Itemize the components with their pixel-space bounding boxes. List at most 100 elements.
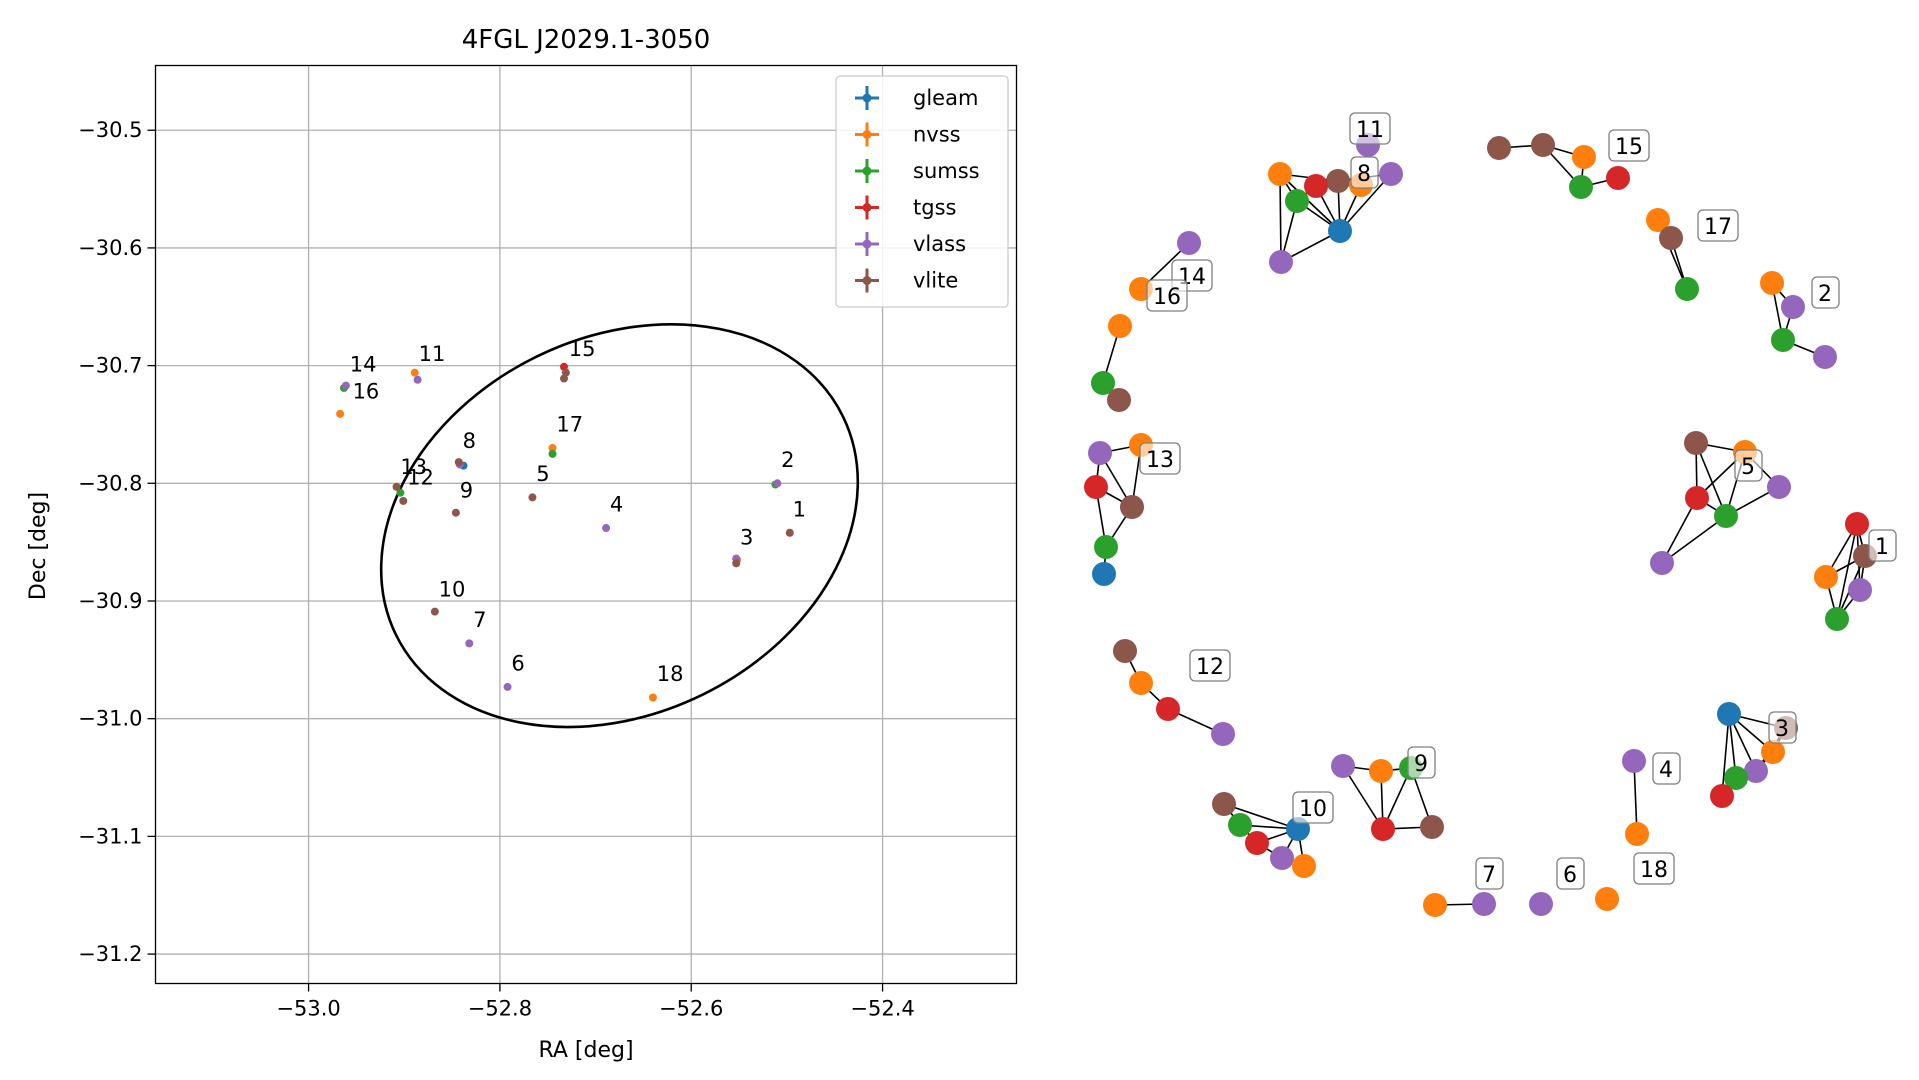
legend: gleam nvss sumss tgss vlass vlite xyxy=(835,75,1009,308)
network-node-vlite xyxy=(1113,639,1137,663)
network-label-box xyxy=(1697,209,1739,242)
network-node-nvss xyxy=(1814,565,1838,589)
network-node-vlass xyxy=(1529,892,1553,916)
point-label: 4 xyxy=(610,493,623,517)
y-tick-label: −30.9 xyxy=(78,589,142,613)
network-node-vlite xyxy=(1326,169,1350,193)
network-node-vlass xyxy=(1270,846,1294,870)
point-vlite xyxy=(732,559,741,568)
network-edge xyxy=(1695,442,1727,517)
point-label: 6 xyxy=(511,651,524,675)
network-node-vlite xyxy=(1487,136,1511,160)
point-label: 7 xyxy=(473,608,486,632)
network-label-box xyxy=(1292,791,1334,824)
network-node-vlass xyxy=(1269,250,1293,274)
x-axis-label: RA [deg] xyxy=(538,1038,633,1063)
network-node-tgss xyxy=(1156,697,1180,721)
network-node-nvss xyxy=(1423,893,1447,917)
network-node-vlass xyxy=(1813,345,1837,369)
y-tick-label: −31.1 xyxy=(78,824,142,848)
network-node-sumss xyxy=(1771,328,1795,352)
point-label: 5 xyxy=(536,462,549,486)
network-label: 10 xyxy=(1299,797,1327,822)
network-edge xyxy=(1661,515,1727,564)
network-node-tgss xyxy=(1245,831,1269,855)
point-label: 10 xyxy=(439,577,466,601)
legend-label-tgss: tgss xyxy=(913,196,956,220)
network-node-vlite xyxy=(1120,495,1144,519)
network-node-vlass xyxy=(1088,441,1112,465)
network-edge xyxy=(1836,523,1858,620)
point-label: 3 xyxy=(740,526,753,550)
network-node-sumss xyxy=(1228,813,1252,837)
point-label: 14 xyxy=(350,353,377,377)
point-label: 11 xyxy=(419,342,446,366)
network-node-vlite xyxy=(1684,431,1708,455)
network-node-tgss xyxy=(1304,174,1328,198)
point-label: 9 xyxy=(460,478,473,502)
point-label: 15 xyxy=(569,337,596,361)
network-node-nvss xyxy=(1268,162,1292,186)
point-vlite xyxy=(451,508,460,517)
network-node-tgss xyxy=(1606,166,1630,190)
network-label: 13 xyxy=(1146,448,1174,473)
network-node-vlass xyxy=(1744,759,1768,783)
network-label: 6 xyxy=(1563,863,1577,888)
data-points xyxy=(336,362,794,702)
legend-marker-vlass xyxy=(862,239,872,249)
y-tick-label: −31.0 xyxy=(78,707,142,731)
network-label-box xyxy=(1633,852,1675,885)
legend-label-vlass: vlass xyxy=(913,232,966,256)
x-tick-label: −52.8 xyxy=(468,997,532,1021)
legend-marker-tgss xyxy=(862,203,872,212)
point-label: 16 xyxy=(353,380,380,404)
network-node-nvss xyxy=(1129,671,1153,695)
network-label: 1 xyxy=(1875,535,1889,560)
network-node-vlass xyxy=(1781,295,1805,319)
point-vlite xyxy=(392,482,401,491)
network-label-box xyxy=(1475,857,1504,890)
network-label: 12 xyxy=(1196,655,1224,680)
legend-marker-gleam xyxy=(862,93,872,103)
y-tick-label: −30.7 xyxy=(78,354,142,378)
point-nvss xyxy=(410,368,419,377)
network-label-box xyxy=(1350,156,1379,189)
point-vlite xyxy=(559,374,568,383)
network-node-vlass xyxy=(1331,754,1355,778)
legend-marker-sumss xyxy=(862,166,872,176)
point-label: 1 xyxy=(793,497,806,521)
point-label: 17 xyxy=(556,413,583,437)
point-label: 18 xyxy=(657,662,684,686)
network-label: 15 xyxy=(1615,135,1643,160)
network-node-tgss xyxy=(1710,784,1734,808)
point-vlass xyxy=(602,524,611,533)
network-node-vlass xyxy=(1379,162,1403,186)
network-node-tgss xyxy=(1685,486,1709,510)
network-node-vlass xyxy=(1650,551,1674,575)
network-node-gleam xyxy=(1092,562,1116,586)
point-vlite xyxy=(399,496,408,505)
network-node-tgss xyxy=(1371,817,1395,841)
network-node-nvss xyxy=(1595,887,1619,911)
network-node-gleam xyxy=(1328,219,1352,243)
axes-frame xyxy=(154,64,1018,985)
point-label: 12 xyxy=(407,465,434,489)
point-vlass xyxy=(341,381,350,390)
network-node-vlite xyxy=(1212,792,1236,816)
legend-label-vlite: vlite xyxy=(913,269,958,293)
legend-marker-vlite xyxy=(862,276,872,285)
y-tick-label: −30.6 xyxy=(78,236,142,260)
network-node-vlass xyxy=(1622,749,1646,773)
point-vlite xyxy=(454,458,463,467)
network-node-nvss xyxy=(1369,759,1393,783)
network-node-vlass xyxy=(1472,892,1496,916)
network-node-vlass xyxy=(1177,231,1201,255)
network-node-vlite xyxy=(1531,133,1555,157)
point-nvss xyxy=(336,409,345,418)
network-edges xyxy=(1095,144,1866,906)
grid xyxy=(155,65,1017,984)
network-label-box xyxy=(1407,746,1436,779)
y-tick-label: −30.5 xyxy=(78,118,142,142)
